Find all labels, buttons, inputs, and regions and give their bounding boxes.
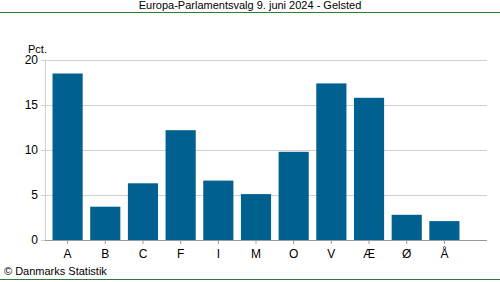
x-tick-label: A [64, 247, 72, 261]
y-tick-label: 10 [25, 143, 39, 157]
x-tick: Æ [363, 240, 375, 261]
title: Europa-Parlamentsvalg 9. juni 2024 - Gel… [139, 0, 362, 11]
x-axis-line [45, 240, 487, 241]
x-tick-label: M [251, 247, 261, 261]
x-tick: Å [440, 240, 448, 261]
y-axis: 0 5 10 15 20 [25, 53, 46, 247]
frame-line [0, 12, 500, 13]
y-tick-mark [41, 195, 45, 196]
grid [45, 61, 487, 241]
y-axis-line [41, 61, 46, 241]
chart: Europa-Parlamentsvalg 9. juni 2024 - Gel… [0, 0, 500, 282]
y-axis-title: Pct. [28, 43, 47, 55]
bar [203, 181, 233, 240]
source: © Danmarks Statistik [4, 265, 107, 277]
bar [429, 221, 459, 240]
x-tick-mark [369, 240, 370, 244]
grid-line [45, 60, 487, 61]
x-tick-mark [218, 240, 219, 244]
y-tick: 20 [25, 53, 45, 67]
bar [279, 152, 309, 240]
x-tick: Ø [402, 240, 411, 261]
x-axis: ABCFIMOVÆØÅ [45, 240, 487, 261]
y-tick-mark [41, 150, 45, 151]
grid-line [45, 240, 487, 241]
bar [392, 215, 422, 240]
frame-line [0, 279, 500, 280]
bars [53, 74, 460, 241]
y-tick-label: 20 [25, 53, 39, 67]
y-tick: 0 [31, 233, 45, 247]
x-tick-label: Ø [402, 247, 411, 261]
x-tick-label: F [177, 247, 184, 261]
x-tick-mark [67, 240, 68, 244]
y-tick-label: 15 [25, 98, 39, 112]
bar [166, 130, 196, 240]
x-tick-mark [142, 240, 143, 244]
x-tick-mark [180, 240, 181, 244]
y-tick: 5 [31, 188, 45, 202]
x-tick-mark [105, 240, 106, 244]
y-tick: 15 [25, 98, 45, 112]
x-tick-label: Æ [363, 247, 375, 261]
bar [128, 183, 158, 240]
x-tick-label: I [217, 247, 220, 261]
bar [316, 83, 346, 240]
x-tick: A [64, 240, 72, 261]
bar [53, 74, 83, 241]
x-tick: F [177, 240, 184, 261]
y-tick: 10 [25, 143, 45, 157]
x-tick-label: V [327, 247, 335, 261]
x-tick-label: C [139, 247, 148, 261]
x-tick-label: Å [440, 246, 448, 261]
y-tick-mark [41, 60, 45, 61]
grid-line [45, 150, 487, 151]
x-tick: O [289, 240, 298, 261]
x-tick: V [327, 240, 335, 261]
x-tick-mark [256, 240, 257, 244]
bar [241, 194, 271, 240]
x-tick-mark [406, 240, 407, 244]
y-tick-mark [41, 240, 45, 241]
y-tick-mark [41, 105, 45, 106]
x-tick: I [217, 240, 220, 261]
x-tick-mark [331, 240, 332, 244]
x-tick: B [101, 240, 109, 261]
bar [90, 207, 120, 240]
x-tick-label: O [289, 247, 298, 261]
x-tick-label: B [101, 247, 109, 261]
y-tick-label: 5 [31, 188, 38, 202]
x-tick: M [251, 240, 261, 261]
x-tick-mark [444, 240, 445, 244]
x-tick: C [139, 240, 148, 261]
grid-line [45, 105, 487, 106]
y-tick-label: 0 [31, 233, 38, 247]
x-tick-mark [293, 240, 294, 244]
bar [354, 98, 384, 240]
